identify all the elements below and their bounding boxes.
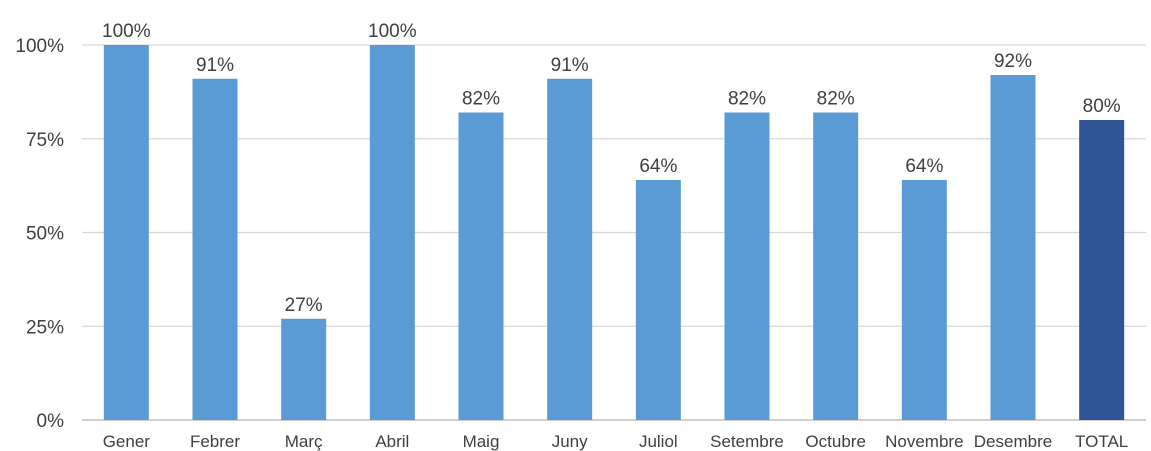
x-tick-label: Octubre bbox=[805, 432, 865, 451]
gridlines bbox=[82, 44, 1146, 421]
y-axis: 0% 25% 50% 75% 100% bbox=[15, 36, 64, 432]
x-tick-label: Abril bbox=[375, 432, 409, 451]
bar-5 bbox=[547, 78, 593, 420]
bar-10 bbox=[990, 75, 1036, 420]
data-label: 91% bbox=[196, 55, 234, 76]
data-labels: 100% 91% 27% 100% 82% 91% 64% 82% 82% 64% 92% 80% bbox=[102, 21, 1121, 316]
x-tick-label: Març bbox=[285, 432, 323, 451]
data-label: 82% bbox=[728, 89, 766, 110]
data-label: 91% bbox=[551, 55, 589, 76]
x-tick-label: Desembre bbox=[974, 432, 1052, 451]
bar-7 bbox=[724, 112, 770, 420]
bar-1 bbox=[192, 78, 238, 420]
data-label: 100% bbox=[102, 21, 151, 42]
data-label: 80% bbox=[1083, 96, 1121, 117]
x-tick-label: Juny bbox=[552, 432, 588, 451]
x-tick-label: TOTAL bbox=[1075, 432, 1128, 451]
y-tick-label: 75% bbox=[26, 130, 64, 151]
data-label: 27% bbox=[285, 295, 323, 316]
bar-3 bbox=[369, 45, 415, 420]
y-tick-label: 0% bbox=[37, 411, 65, 432]
x-axis: Gener Febrer Març Abril Maig Juny Juliol Setemb… bbox=[103, 432, 1129, 451]
bars bbox=[103, 45, 1125, 420]
bar-4 bbox=[458, 112, 504, 420]
data-label: 64% bbox=[639, 156, 677, 177]
bar-8 bbox=[813, 112, 859, 420]
data-label: 82% bbox=[817, 89, 855, 110]
data-label: 92% bbox=[994, 51, 1032, 72]
y-tick-label: 25% bbox=[26, 317, 64, 338]
x-tick-label: Novembre bbox=[885, 432, 963, 451]
data-label: 64% bbox=[905, 156, 943, 177]
x-tick-label: Gener bbox=[103, 432, 151, 451]
data-label: 82% bbox=[462, 89, 500, 110]
data-label: 100% bbox=[368, 21, 417, 42]
x-tick-label: Febrer bbox=[190, 432, 240, 451]
bar-0 bbox=[103, 45, 149, 420]
y-tick-label: 100% bbox=[15, 36, 64, 57]
x-tick-label: Juliol bbox=[639, 432, 678, 451]
bar-9 bbox=[901, 180, 947, 420]
x-tick-label: Setembre bbox=[710, 432, 784, 451]
bar-11 bbox=[1079, 120, 1125, 420]
bar-2 bbox=[281, 318, 327, 420]
y-tick-label: 50% bbox=[26, 224, 64, 245]
x-tick-label: Maig bbox=[463, 432, 500, 451]
bar-6 bbox=[635, 180, 681, 420]
